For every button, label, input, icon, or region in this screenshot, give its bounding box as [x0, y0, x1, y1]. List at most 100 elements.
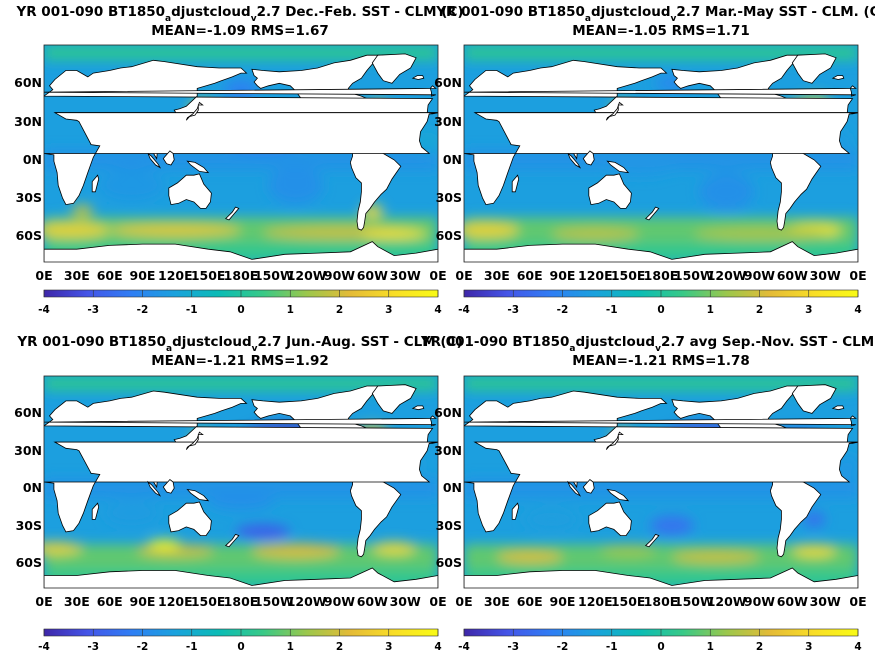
title-text: 2.7 Dec.-Feb. SST - CLM (C): [256, 4, 464, 20]
sumatra-landmass: [567, 153, 582, 169]
southern-ocean-band: [44, 544, 438, 570]
antarctica-landmass: [464, 567, 858, 588]
uk-landmass: [464, 85, 857, 97]
colorbar-tick-label: -3: [507, 304, 520, 316]
anomaly-region: [792, 544, 837, 557]
australia-landmass: [168, 173, 212, 209]
africa-landmass: [464, 112, 858, 206]
x-tick-label: 0E: [849, 268, 867, 283]
title-subscript: v: [250, 14, 257, 24]
x-tick-label: 150E: [190, 594, 226, 609]
colorbar: [463, 628, 859, 637]
title-text: 2.7 Jun.-Aug. SST - CLM (C): [257, 334, 463, 350]
colorbar-tick-label: -2: [556, 304, 569, 316]
x-tick-label: 90E: [129, 594, 156, 609]
australia-landmass: [168, 501, 212, 536]
x-tick-label: 60E: [96, 268, 123, 283]
colorbar-tick-label: 1: [286, 304, 294, 316]
anomaly-region: [361, 228, 428, 240]
title-subscript: v: [655, 344, 661, 354]
x-tick-label: 30E: [483, 594, 510, 609]
new-zealand-landmass: [224, 206, 240, 221]
title-text: 2.7 Mar.-May SST - CLM. (C): [676, 4, 875, 20]
y-tick-label: 30S: [15, 190, 42, 206]
south-america-landmass: [349, 145, 402, 231]
new-guinea-landmass: [606, 160, 630, 174]
title-subscript: a: [165, 14, 172, 24]
anomaly-region: [44, 541, 83, 555]
x-tick-label: 60E: [96, 594, 123, 609]
anomaly-region: [208, 490, 274, 511]
anomaly-region: [803, 511, 826, 527]
title-line-1: YR 001-090 BT1850adjustcloudv2.7 avg Sep…: [420, 334, 875, 354]
colorbar: [43, 628, 439, 637]
colorbar-tick-label: -4: [38, 641, 50, 653]
x-tick-label: 60W: [776, 594, 808, 609]
borneo-landmass: [582, 478, 595, 494]
anomaly-region: [98, 170, 165, 201]
equatorial-band: [464, 478, 858, 499]
title-line-1: YR 001-090 BT1850adjustcloudv2.7 Mar.-Ma…: [436, 4, 875, 24]
colorbar-tick-label: -1: [185, 304, 198, 316]
colorbar-tick-label: -1: [185, 641, 198, 653]
anomaly-region: [104, 500, 159, 526]
y-tick-label: 0N: [442, 151, 462, 167]
y-tick-label: 30N: [434, 113, 462, 129]
x-tick-label: 60W: [356, 268, 388, 283]
arctic-band: [464, 376, 858, 391]
antarctica-landmass: [464, 241, 858, 262]
x-tick-label: 30E: [483, 268, 510, 283]
x-tick-label: 180E: [223, 268, 259, 283]
japan-landmass: [185, 431, 204, 450]
title-text: djustcloud: [171, 4, 251, 20]
uk-landmass: [464, 415, 857, 427]
madagascar-landmass: [91, 174, 100, 193]
y-tick-label: 60S: [15, 555, 42, 571]
colorbar-tick-label: 3: [805, 641, 813, 653]
colorbar-tick-label: 2: [755, 641, 764, 653]
x-tick-label: 150W: [673, 268, 714, 283]
anomaly-region: [600, 544, 656, 557]
south-america-landmass: [349, 474, 402, 558]
title-subscript: v: [670, 14, 677, 24]
x-tick-label: 150W: [253, 268, 294, 283]
x-tick-label: 120E: [578, 594, 613, 609]
arctic-band: [464, 45, 858, 61]
sumatra-landmass: [147, 480, 162, 497]
colorbar-tick-label: 4: [434, 641, 442, 653]
title-text: YR 001-090 BT1850: [17, 334, 166, 350]
anomaly-region: [693, 227, 826, 241]
anomaly-region: [147, 539, 181, 550]
colorbar-tick-label: 0: [657, 304, 665, 316]
x-tick-label: 90W: [743, 594, 776, 609]
greenland-landmass: [791, 384, 837, 414]
equatorial-band: [44, 149, 438, 171]
antarctica-landmass: [44, 241, 438, 262]
title-text: YR 001-090 BT1850: [420, 334, 570, 350]
greenland-landmass: [791, 53, 837, 84]
iceland-landmass: [831, 405, 845, 411]
y-tick-label: 60S: [435, 228, 462, 244]
sst-anomaly-map: [43, 375, 439, 589]
colorbar: [43, 289, 439, 298]
title-stats: MEAN=-1.09 RMS=1.67: [151, 23, 329, 39]
colorbar-tick-label: -1: [605, 641, 618, 653]
x-tick-label: 90W: [743, 268, 776, 283]
x-tick-label: 90E: [549, 594, 576, 609]
x-tick-label: 30W: [389, 594, 421, 609]
colorbar-tick-label: -2: [136, 304, 149, 316]
x-tick-label: 0E: [455, 268, 473, 283]
x-tick-label: 90E: [129, 268, 156, 283]
x-tick-label: 120W: [286, 268, 327, 283]
japan-landmass: [605, 101, 624, 121]
colorbar-tick-label: 2: [335, 641, 344, 653]
colorbar-tick-label: -3: [507, 641, 520, 653]
x-tick-label: 150E: [610, 594, 646, 609]
arctic-band: [44, 45, 438, 61]
iceland-landmass: [411, 75, 425, 80]
anomaly-region: [44, 222, 110, 238]
new-guinea-landmass: [186, 160, 210, 174]
colorbar-tick-label: 4: [854, 641, 862, 653]
x-tick-label: 120E: [158, 594, 193, 609]
colorbar-tick-label: -3: [87, 641, 100, 653]
